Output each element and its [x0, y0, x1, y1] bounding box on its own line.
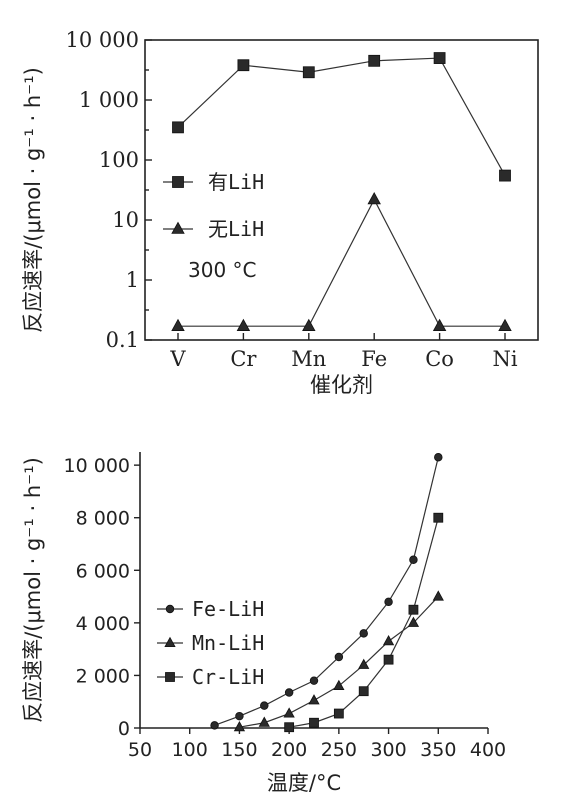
series-1 — [210, 453, 443, 730]
data-point — [383, 654, 394, 665]
data-point — [384, 597, 393, 607]
y-tick-label: 4 000 — [76, 613, 130, 635]
data-point — [172, 121, 184, 134]
legend-marker — [165, 672, 175, 682]
y-tick-label: 6 000 — [76, 560, 130, 582]
data-point — [260, 701, 269, 710]
x-tick-label: 350 — [420, 739, 456, 761]
data-point — [358, 658, 370, 669]
x-axis-title: 温度/°C — [267, 771, 341, 795]
y-tick-label: 10 000 — [66, 28, 139, 52]
series-3 — [284, 512, 444, 733]
y-tick-label: 0.1 — [106, 328, 139, 352]
legend-entry: Fe-LiH — [192, 597, 264, 621]
legend-marker — [171, 221, 185, 234]
x-tick-label: 250 — [321, 739, 357, 761]
data-point — [284, 688, 294, 697]
y-axis-title: 反应速率/(μmol · g⁻¹ · h⁻¹) — [21, 67, 45, 333]
data-point — [258, 716, 270, 727]
x-tick-label: Fe — [361, 347, 387, 371]
chart-temperature-rates: 0 2 000 4 000 6 000 8 000 10 000 50 100 150 200 25… — [21, 452, 506, 795]
x-tick-label: 50 — [128, 739, 152, 761]
series-line — [214, 457, 439, 726]
x-axis-title: 催化剂 — [310, 373, 373, 397]
data-point — [309, 676, 319, 685]
data-point — [499, 169, 511, 182]
y-tick-label: 10 000 — [64, 455, 130, 477]
x-tick-label: 400 — [470, 739, 506, 761]
data-point — [283, 707, 295, 718]
series-line — [178, 198, 505, 327]
data-point — [233, 720, 246, 732]
data-point — [334, 652, 344, 662]
x-tick-label: Cr — [230, 347, 257, 371]
y-axis-title: 反应速率/(μmol · g⁻¹ · h⁻¹) — [21, 457, 45, 723]
series-2 — [171, 192, 512, 331]
x-tick-label: 300 — [370, 739, 406, 761]
plot-frame — [144, 39, 539, 341]
x-tick-label: Ni — [492, 347, 517, 371]
data-point — [333, 679, 345, 690]
data-point — [284, 722, 295, 733]
y-tick-label: 0 — [118, 718, 130, 740]
data-point — [308, 694, 320, 705]
legend-marker — [165, 604, 175, 614]
series-2 — [233, 590, 444, 732]
data-point — [368, 54, 381, 67]
chart-catalyst-rates: 0.1 1 10 100 1 000 10 000 V Cr Mn Fe Co Ni 催化剂 反应速率/(… — [21, 28, 539, 397]
x-tick-label: Mn — [291, 347, 326, 371]
legend-entry: Cr-LiH — [192, 665, 264, 689]
data-point — [302, 318, 316, 331]
legend-entry: 有LiH — [208, 170, 264, 194]
data-point — [237, 59, 250, 72]
y-tick-label: 100 — [99, 148, 139, 172]
x-tick-label: Co — [425, 347, 454, 371]
x-tick-label: 100 — [172, 739, 208, 761]
legend-entry: 无LiH — [208, 217, 264, 241]
data-point — [407, 616, 420, 627]
data-point — [434, 453, 443, 462]
legend-marker — [172, 176, 184, 188]
data-point — [367, 192, 381, 205]
data-point — [309, 717, 319, 728]
legend-entry: Mn-LiH — [192, 631, 264, 655]
data-point — [171, 318, 185, 331]
y-tick-label: 1 — [126, 268, 139, 292]
data-point — [408, 604, 419, 615]
x-tick-label: 150 — [221, 739, 257, 761]
y-tick-label: 2 000 — [76, 665, 130, 687]
legend-marker — [164, 636, 176, 647]
data-point — [433, 512, 444, 523]
data-point — [235, 711, 244, 721]
data-point — [302, 66, 315, 79]
data-point — [359, 629, 368, 638]
data-point — [433, 52, 446, 64]
data-point — [210, 721, 219, 730]
series-line — [239, 596, 439, 728]
series-line — [177, 57, 506, 176]
y-tick-label: 1 000 — [79, 88, 139, 112]
data-point — [432, 590, 444, 601]
data-point — [432, 318, 447, 331]
y-tick-label: 8 000 — [76, 508, 130, 530]
data-point — [358, 686, 369, 697]
x-tick-label: 200 — [271, 739, 307, 761]
series-1 — [172, 52, 511, 182]
data-point — [333, 708, 344, 719]
data-point — [409, 555, 418, 564]
data-point — [498, 318, 512, 331]
x-tick-label: V — [169, 347, 186, 371]
y-tick-label: 10 — [112, 208, 139, 232]
data-point — [382, 635, 395, 646]
data-point — [236, 318, 251, 331]
temperature-annotation: 300 °C — [188, 258, 257, 282]
